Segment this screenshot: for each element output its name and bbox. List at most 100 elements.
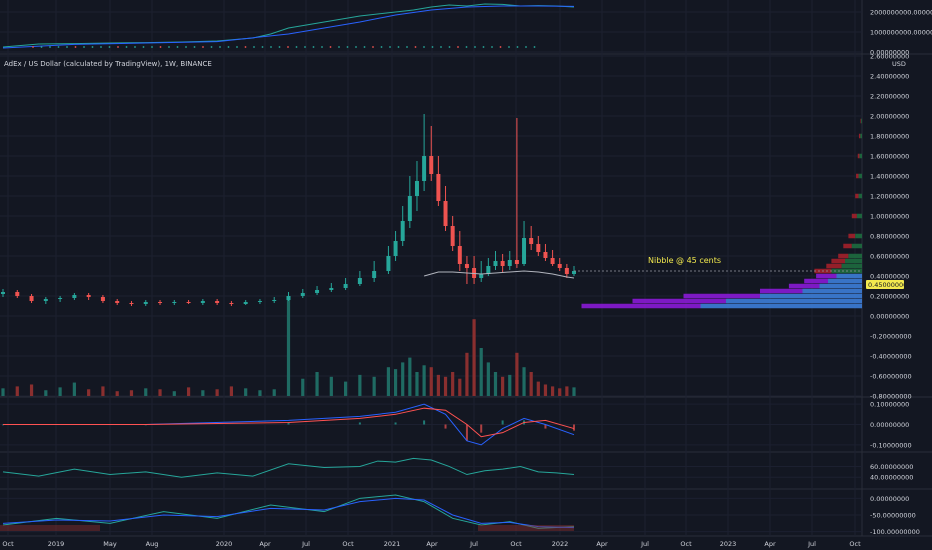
x-tick-10: Jul [469,540,478,548]
candle-body-33 [429,156,434,174]
top-dot-56 [508,46,510,48]
volume-profile-down-6 [816,273,837,279]
top-dot-55 [499,46,502,48]
rsi-ytick-1: 40.00000000 [870,474,913,482]
top-dot-34 [321,46,323,48]
volume-bar-13 [186,387,191,396]
top-series-1 [2,5,575,49]
volume-profile-up-3 [802,288,862,294]
x-tick-9: Apr [426,540,438,548]
candle-body-0 [1,292,5,294]
candle-body-46 [522,238,527,264]
volume-profile-down-1 [632,298,726,304]
volume-bar-27 [386,367,391,396]
top-dot-49 [448,46,451,48]
top-dot-21 [210,46,213,48]
top-dot-2 [49,46,51,48]
volume-bar-18 [258,390,262,396]
top-dot-46 [423,46,425,48]
candle-body-29 [400,221,405,241]
top-dot-44 [406,46,408,48]
volume-bar-22 [315,372,319,396]
top-dot-43 [397,46,400,48]
oscillator-panel [0,494,575,531]
volume-profile-down-2 [683,293,760,299]
main-ytick-17: -0.80000000 [870,393,912,401]
volume-profile-up-12 [855,233,862,239]
top-dot-10 [117,46,119,48]
volume-bar-20 [286,300,291,396]
volume-bar-50 [550,386,555,396]
macd-histogram-8 [480,424,483,433]
volume-profile-up-11 [851,243,862,249]
volume-profile-down-11 [843,243,852,249]
volume-profile-down-8 [826,263,842,269]
top-dot-57 [516,46,519,48]
volume-bar-47 [529,372,533,396]
volume-bar-8 [115,391,119,396]
volume-profile-up-8 [841,263,862,269]
top-ytick-1: 1000000000.00000000 [870,29,932,37]
price-badge-text: 0.45000000 [868,281,907,289]
macd-line-0 [3,403,575,446]
volume-bar-41 [486,362,490,396]
macd-ytick-0: 0.10000000 [870,401,909,409]
main-ytick-6: 1.40000000 [870,173,909,181]
macd-histogram-12 [573,424,575,431]
price-badge-bg [866,280,904,289]
volume-profile-up-0 [700,303,862,309]
volume-bar-46 [522,367,526,396]
top-ytick-2: 0.00000000 [870,49,909,57]
top-dot-4 [66,46,68,48]
candle-body-41 [486,266,491,274]
volume-bar-32 [422,365,426,396]
x-tick-16: 2023 [720,540,737,548]
top-ytick-0: 2000000000.00000000 [870,9,932,17]
top-dot-35 [329,46,332,48]
top-dot-6 [83,46,85,48]
top-dot-37 [346,46,349,48]
top-dot-28 [270,46,272,48]
osc-line-1 [2,497,575,529]
volume-profile-up-16 [859,153,862,159]
candle-body-8 [115,301,120,303]
volume-profile-up-5 [828,278,862,284]
candle-body-35 [443,201,448,226]
volume-bar-1 [15,386,19,396]
candle-body-47 [529,238,534,244]
volume-bar-43 [501,376,505,396]
volume-bar-17 [244,388,248,396]
candle-body-15 [215,301,220,303]
macd-histogram-4 [394,422,397,425]
candle-body-1 [15,292,20,296]
x-tick-11: Oct [510,540,522,548]
top-dot-25 [244,46,247,48]
volume-bar-36 [451,372,455,396]
top-dot-1 [40,46,43,48]
volume-profile-down-9 [831,258,845,264]
top-dot-30 [287,46,289,48]
candle-body-27 [386,256,391,271]
main-ytick-5: 1.60000000 [870,153,909,161]
candle-body-25 [357,278,362,284]
top-dot-0 [32,46,34,48]
volume-profile-down-18 [860,118,862,124]
main-ytick-4: 1.80000000 [870,133,909,141]
volume-bar-44 [508,374,512,396]
volume-profile-down-12 [848,233,856,239]
volume-profile-down-5 [804,278,828,284]
candle-body-50 [550,258,555,264]
volume-profile-up-1 [726,298,862,304]
macd-line-1 [3,407,575,438]
main-ytick-15: -0.40000000 [870,353,912,361]
candle-body-44 [507,260,512,266]
candle-body-26 [372,271,377,278]
candle-body-31 [414,181,419,196]
candle-body-5 [72,295,77,298]
candle-body-34 [436,174,441,201]
osc-ytick-0: 0.00000000 [870,495,909,503]
x-tick-17: Apr [764,540,776,548]
volume-profile-up-6 [836,273,862,279]
volume-bar-10 [144,388,148,396]
